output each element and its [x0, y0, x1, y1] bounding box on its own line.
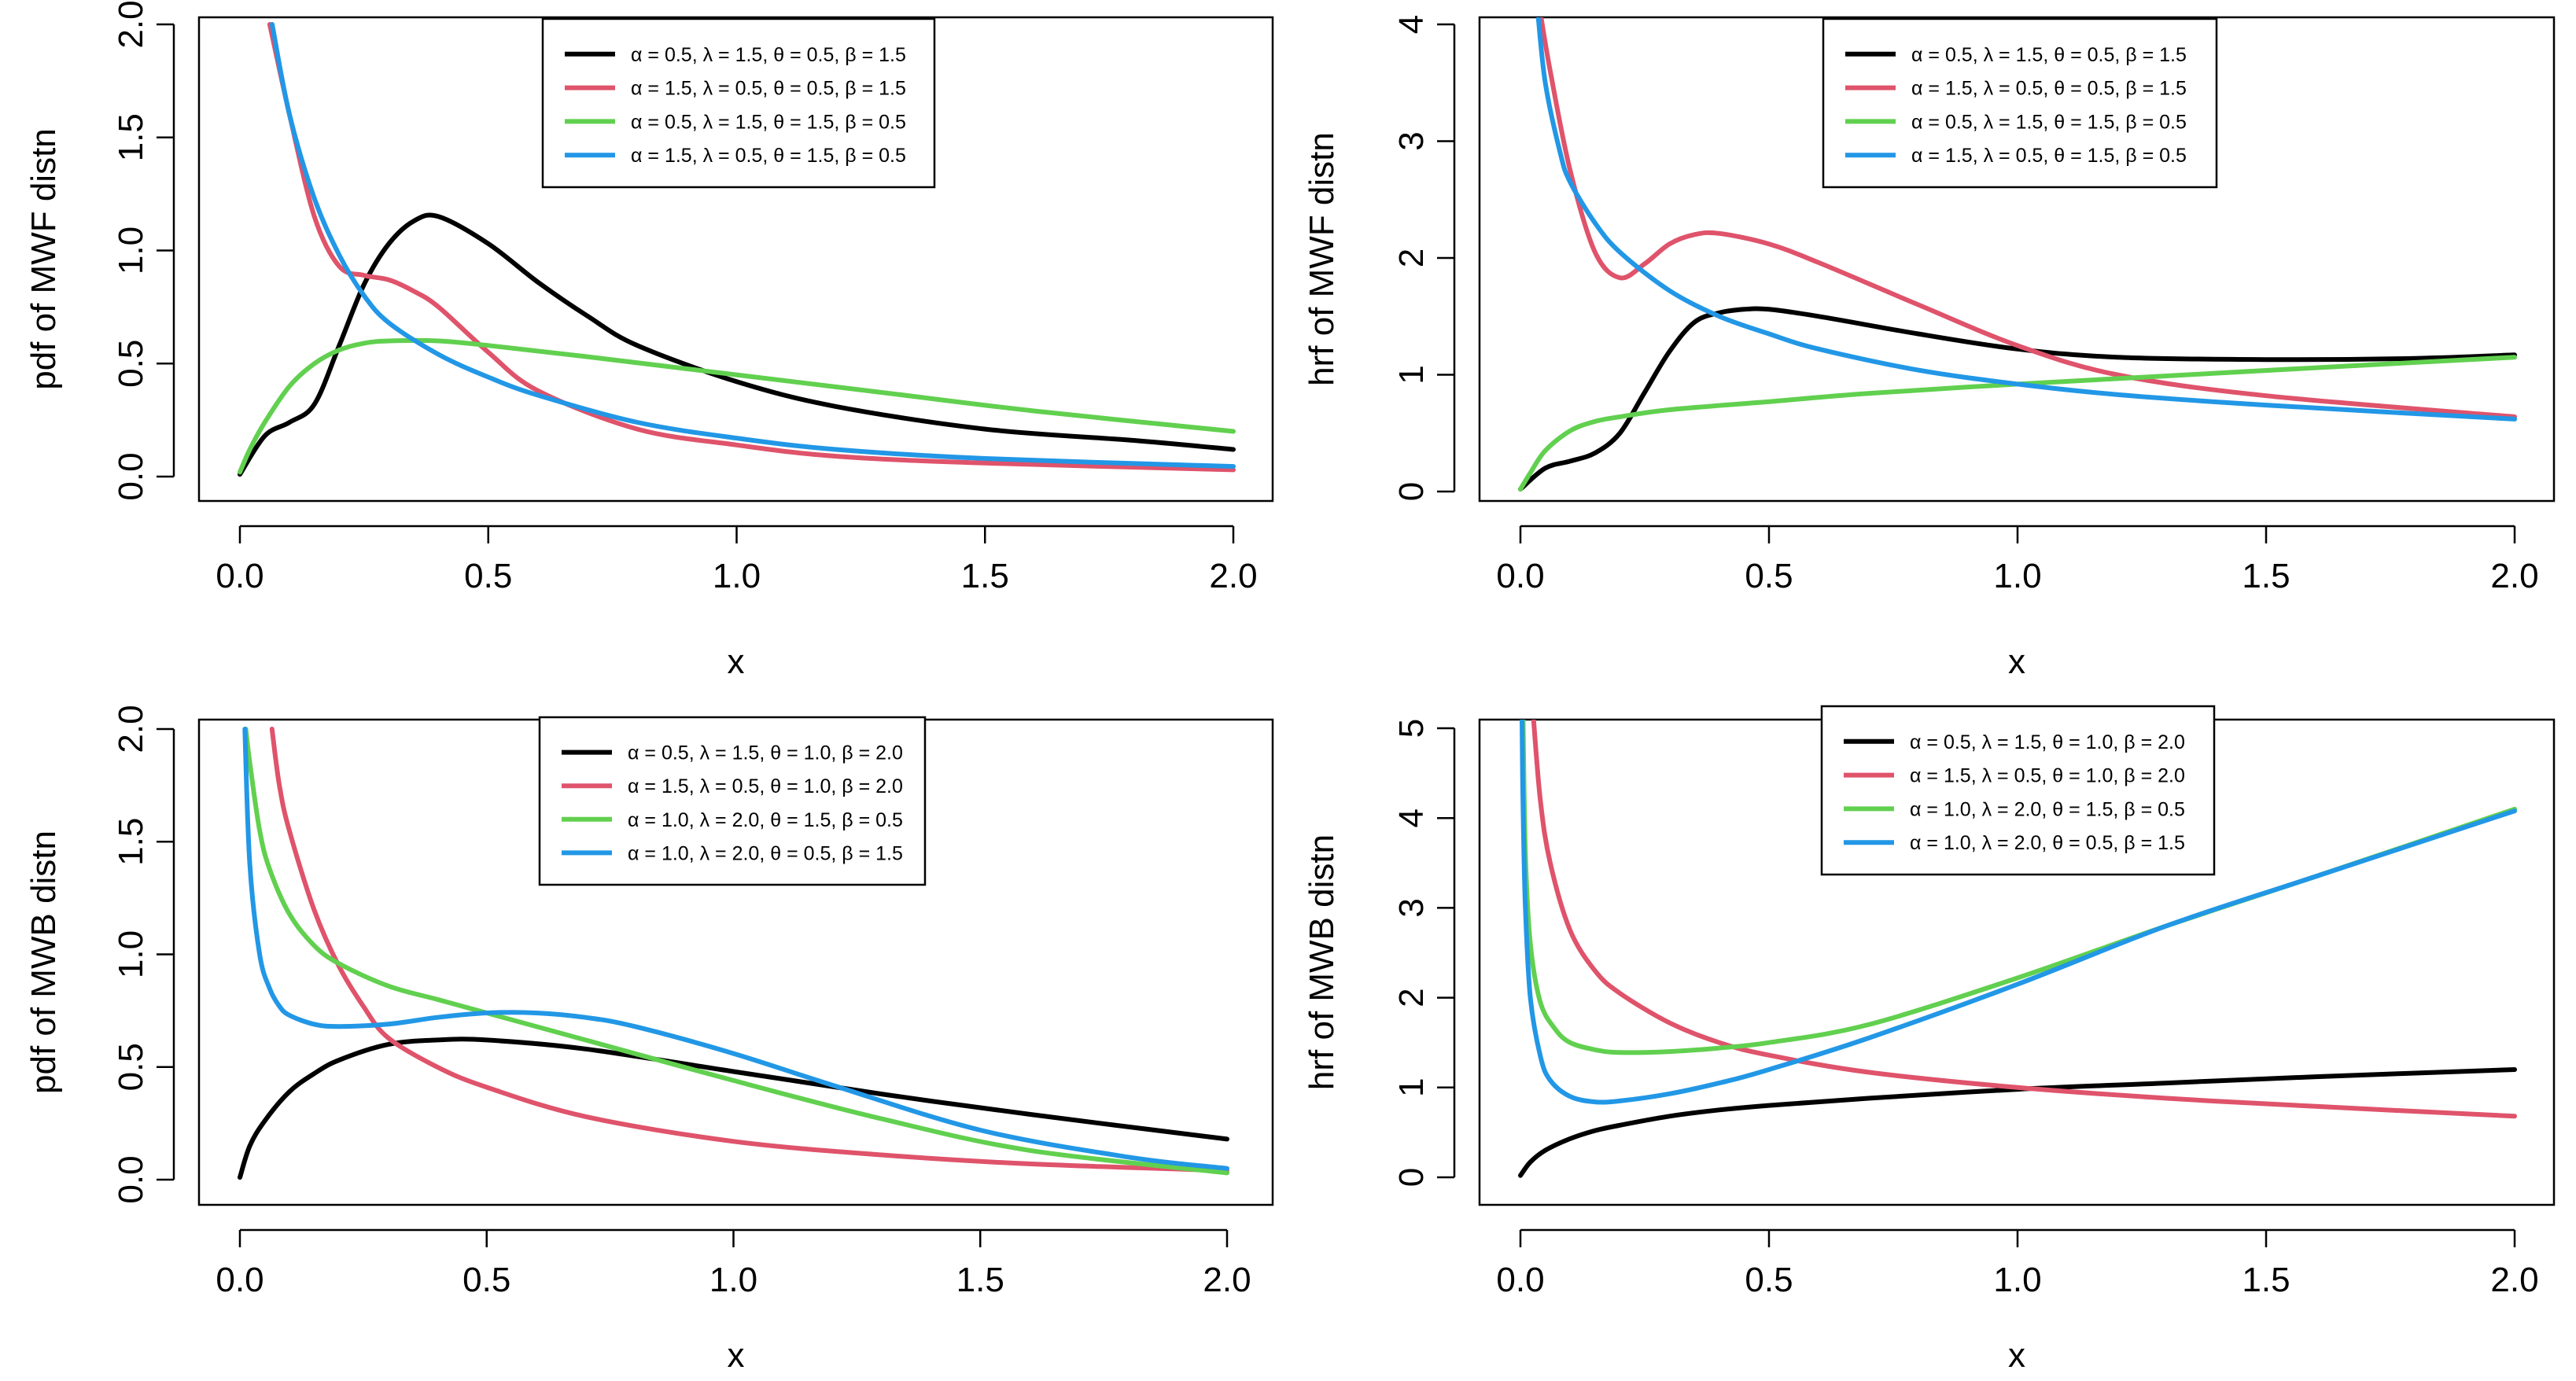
series-line-3 [238, 337, 1236, 475]
y-tick-label: 4 [1392, 15, 1431, 34]
x-tick-label: 0.0 [216, 557, 263, 595]
y-tick-label: 0.0 [112, 452, 150, 500]
plot-frame [1478, 16, 2556, 503]
legend-label: α = 0.5, λ = 1.5, θ = 1.0, β = 2.0 [628, 742, 903, 764]
y-tick-label: 3 [1392, 898, 1431, 917]
x-tick-label: 0.0 [216, 1261, 263, 1299]
x-tick-label: 0.0 [1496, 1261, 1544, 1299]
x-axis-label: x [2008, 1336, 2025, 1375]
series-line-2 [267, 22, 1236, 473]
x-tick-label: 1.5 [2242, 1261, 2290, 1299]
y-tick-label: 0.5 [112, 340, 150, 388]
series-line-4 [1520, 720, 2517, 1105]
series-group [1518, 720, 2517, 1178]
legend-label: α = 1.0, λ = 2.0, θ = 0.5, β = 1.5 [1910, 832, 2185, 854]
y-tick-label: 1 [1392, 1078, 1431, 1097]
series-line-3 [243, 727, 1229, 1176]
chart-panel-1: 0.0 0.5 1.0 1.5 2.0 0.0 0.5 1.0 1.5 2.0 x pdf of MW… [24, 0, 1274, 681]
x-tick-label: 1.0 [709, 1261, 757, 1299]
x-tick-label: 2.0 [1209, 557, 1257, 595]
x-axis-label: x [728, 1336, 745, 1375]
legend-label: α = 1.5, λ = 0.5, θ = 0.5, β = 1.5 [631, 78, 906, 100]
y-axis-label: pdf of MWB distn [24, 830, 63, 1094]
legend-box [541, 17, 936, 189]
y-tick-label: 0 [1392, 482, 1431, 501]
y-tick-label: 1.0 [112, 930, 150, 978]
legend-label: α = 1.0, λ = 2.0, θ = 0.5, β = 1.5 [628, 842, 903, 864]
y-tick-label: 0.5 [112, 1043, 150, 1091]
x-tick-label: 1.5 [2242, 557, 2290, 595]
series-line-1 [238, 212, 1236, 477]
series-line-2 [269, 727, 1229, 1173]
x-tick-label: 1.0 [713, 557, 761, 595]
y-tick-label: 5 [1392, 719, 1431, 738]
x-tick-label: 2.0 [2490, 557, 2538, 595]
series-line-2 [1539, 17, 2517, 419]
series-line-4 [1535, 17, 2517, 422]
legend-label: α = 0.5, λ = 1.5, θ = 1.5, β = 0.5 [631, 111, 906, 133]
legend-box [1822, 17, 2218, 189]
legend-box [538, 716, 927, 886]
y-tick-label: 2.0 [112, 705, 150, 753]
y-tick-label: 1 [1392, 365, 1431, 384]
legend-label: α = 0.5, λ = 1.5, θ = 0.5, β = 1.5 [631, 44, 906, 66]
chart-panel-4: 0.0 0.5 1.0 1.5 2.0 0 1 2 3 4 5 x hrf of MWB distn α … [1303, 705, 2556, 1375]
x-tick-label: 0.5 [1745, 557, 1793, 595]
series-line-1 [1518, 1067, 2517, 1178]
x-tick-label: 1.0 [1993, 557, 2041, 595]
legend-label: α = 0.5, λ = 1.5, θ = 1.0, β = 2.0 [1910, 731, 2185, 753]
y-tick-label: 1.0 [112, 226, 150, 274]
y-tick-label: 1.5 [112, 818, 150, 866]
y-tick-label: 4 [1392, 808, 1431, 827]
x-tick-label: 1.5 [956, 1261, 1004, 1299]
y-tick-label: 2 [1392, 249, 1431, 267]
legend-label: α = 1.5, λ = 0.5, θ = 0.5, β = 1.5 [1911, 78, 2187, 100]
legend-label: α = 1.5, λ = 0.5, θ = 1.5, β = 0.5 [631, 145, 906, 167]
x-tick-label: 1.5 [961, 557, 1009, 595]
legend: α = 0.5, λ = 1.5, θ = 1.0, β = 2.0 α = 1.… [1820, 705, 2216, 876]
legend-label: α = 1.5, λ = 0.5, θ = 1.0, β = 2.0 [628, 775, 903, 797]
x-tick-label: 2.0 [1203, 1261, 1251, 1299]
series-line-1 [238, 1037, 1229, 1180]
y-tick-label: 0.0 [112, 1155, 150, 1203]
legend-label: α = 1.0, λ = 2.0, θ = 1.5, β = 0.5 [1910, 798, 2185, 820]
y-axis-label: pdf of MWF distn [24, 128, 63, 390]
y-axis-label: hrf of MWB distn [1303, 834, 1341, 1090]
chart-panel-2: 0.0 0.5 1.0 1.5 2.0 0 1 2 3 4 x hrf of MWF distn α =… [1303, 15, 2556, 681]
legend-label: α = 0.5, λ = 1.5, θ = 1.5, β = 0.5 [1911, 111, 2187, 133]
x-tick-label: 2.0 [2490, 1261, 2538, 1299]
y-tick-label: 3 [1392, 131, 1431, 150]
legend-label: α = 0.5, λ = 1.5, θ = 0.5, β = 1.5 [1911, 44, 2187, 66]
plot-frame [197, 16, 1274, 503]
y-tick-label: 2.0 [112, 0, 150, 48]
legend: α = 0.5, λ = 1.5, θ = 1.0, β = 2.0 α = 1.… [538, 716, 927, 886]
y-tick-label: 0 [1392, 1168, 1431, 1187]
series-line-2 [1531, 720, 2517, 1119]
series-line-3 [1518, 355, 2517, 492]
series-group [238, 727, 1229, 1180]
x-tick-label: 0.5 [463, 1261, 510, 1299]
series-line-1 [1518, 306, 2517, 492]
legend-box [1820, 705, 2216, 876]
x-axis-label: x [2008, 643, 2025, 681]
legend-label: α = 1.5, λ = 0.5, θ = 1.5, β = 0.5 [1911, 145, 2187, 167]
x-tick-label: 0.0 [1496, 557, 1544, 595]
x-tick-label: 1.0 [1993, 1261, 2041, 1299]
legend-label: α = 1.5, λ = 0.5, θ = 1.0, β = 2.0 [1910, 765, 2185, 787]
x-tick-label: 0.5 [464, 557, 512, 595]
legend: α = 0.5, λ = 1.5, θ = 0.5, β = 1.5 α = 1.… [541, 17, 936, 189]
legend-label: α = 1.0, λ = 2.0, θ = 1.5, β = 0.5 [628, 809, 903, 831]
x-axis-label: x [728, 643, 745, 681]
legend: α = 0.5, λ = 1.5, θ = 0.5, β = 1.5 α = 1.… [1822, 17, 2218, 189]
y-tick-label: 2 [1392, 988, 1431, 1007]
x-tick-label: 0.5 [1745, 1261, 1793, 1299]
series-group [1518, 17, 2517, 492]
series-group [238, 22, 1236, 477]
y-axis-label: hrf of MWF distn [1303, 132, 1341, 386]
chart-panel-3: 0.0 0.5 1.0 1.5 2.0 0.0 0.5 1.0 1.5 2.0 x pdf of MW… [24, 705, 1274, 1375]
series-line-4 [242, 727, 1229, 1171]
series-line-4 [270, 22, 1236, 470]
y-tick-label: 1.5 [112, 113, 150, 161]
